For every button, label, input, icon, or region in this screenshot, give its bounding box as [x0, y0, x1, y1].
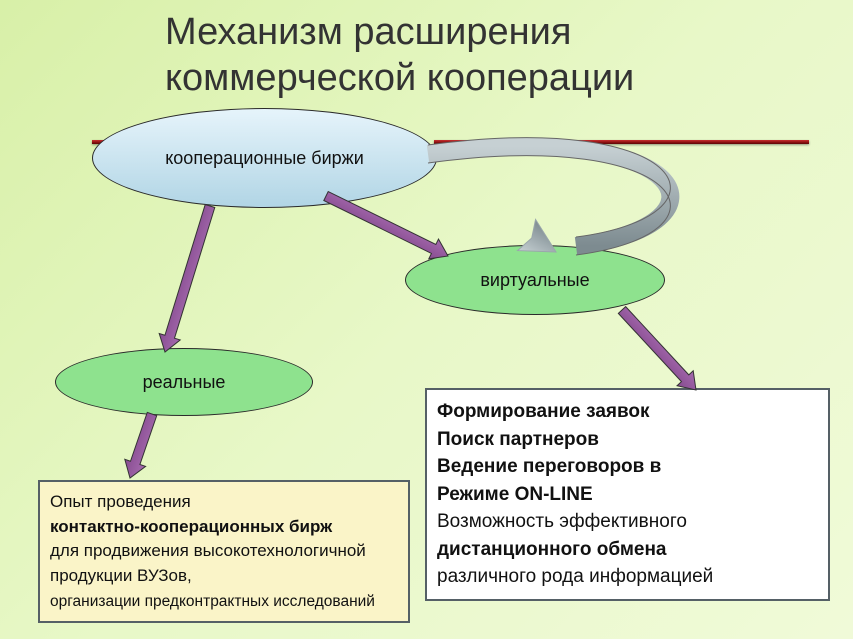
boxL-l3: для продвижения высокотехнологичной: [50, 541, 366, 560]
node-real-label: реальные: [143, 372, 226, 393]
title-line2: коммерческой кооперации: [165, 57, 634, 99]
node-virtual: виртуальные: [405, 245, 665, 315]
boxL-l1: Опыт проведения: [50, 492, 191, 511]
boxR-l4a: Возможность эффективного: [437, 511, 687, 532]
boxL-l5: организации предконтрактных исследований: [50, 593, 375, 610]
title-underline-right: [434, 140, 809, 144]
boxR-l1: Формирование заявок: [437, 401, 650, 422]
node-real: реальные: [55, 348, 313, 416]
node-virtual-label: виртуальные: [480, 270, 589, 291]
boxR-l6: различного рода информацией: [437, 566, 713, 587]
boxL-l4: продукции ВУЗов,: [50, 566, 192, 585]
node-cooperation-label: кооперационные биржи: [165, 148, 364, 169]
node-cooperation-exchanges: кооперационные биржи: [92, 108, 437, 208]
boxR-l5a: дистанционного обмена: [437, 539, 666, 560]
boxR-l2: Поиск партнеров: [437, 429, 599, 450]
slide-title: Механизм расширения коммерческой коопера…: [165, 10, 634, 101]
boxL-l2: контактно-кооперационных бирж: [50, 517, 332, 536]
textbox-experience: Опыт проведения контактно-кооперационных…: [38, 480, 410, 623]
title-line1: Механизм расширения: [165, 11, 571, 53]
textbox-requests: Формирование заявок Поиск партнеров Веде…: [425, 388, 830, 601]
boxR-l3a: Ведение переговоров в: [437, 456, 661, 477]
boxR-l3b: Режиме ON-LINE: [437, 484, 593, 505]
